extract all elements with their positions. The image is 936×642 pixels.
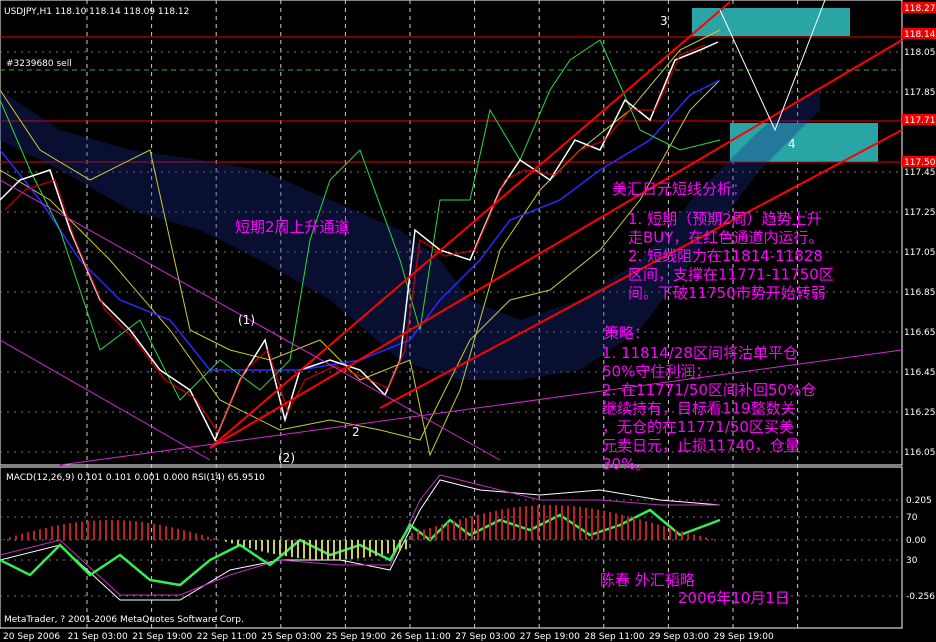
price-label: 116.45 [904,368,936,378]
indicator-label: 0.205 [906,496,932,506]
price-bars [4,44,706,434]
indicator-label: 30 [906,556,918,566]
time-label: 29 Sep 19:00 [714,632,774,642]
price-marker [902,114,936,125]
channel-line [209,1,731,449]
main-frame [0,0,903,466]
price-label: 118.05 [904,48,936,58]
time-label: 27 Sep 19:00 [520,632,580,642]
band [0,29,721,457]
trendlines [0,179,903,466]
time-label: 21 Sep 03:00 [68,632,128,642]
order-label: #3239680 sell [6,59,72,69]
price [0,41,719,442]
wave-mark: 4 [788,137,796,151]
indicator-label: 0.00 [906,536,926,546]
time-label: 25 Sep 19:00 [326,632,386,642]
price-label: 117.05 [904,248,936,258]
levels [0,36,902,163]
price-marker [902,2,936,13]
time-label: 20 Sep 2006 [3,632,60,642]
price-label: 116.85 [904,288,936,298]
text-line: 2. 短线阻力在11814-11828 [628,247,823,265]
wave-mark: (1) [238,313,255,327]
lagging-span [0,39,721,401]
trendline [59,349,903,466]
macd-line [0,474,720,596]
channel-label: 短期2周上升通道 [235,218,350,236]
wave-mark: (2) [278,451,295,465]
price-label: 116.65 [904,328,936,338]
text-line: 间。下破11750市势开始转弱 [628,284,826,302]
symbol-header: USDJPY,H1 118.10 118.14 118.09 118.12 [4,7,189,17]
time-label: 29 Sep 03:00 [649,632,709,642]
analysis-title: 美汇日元短线分析： [612,180,747,198]
wave-mark: 2 [352,425,360,439]
cloud [0,85,820,380]
indicator-label: 70 [906,513,918,523]
time-label: 22 Sep 11:00 [197,632,257,642]
price-label: 116.25 [904,408,936,418]
wave-mark: 3 [660,14,668,28]
time-label: 27 Sep 03:00 [455,632,515,642]
date: 2006年10月1日 [678,589,790,607]
text-line: 1. 11814/28区间将沽单平仓 [602,344,798,362]
indicator-label: -0.256 [906,592,935,602]
trendline [0,179,501,461]
price-label: 117.45 [904,168,936,178]
projection [719,0,826,132]
channel-line [379,129,903,409]
text-line: ，无仓的在11771/50区买美 [602,418,794,436]
price-label: 117.71 [904,116,936,126]
copyright: MetaTrader, ? 2001-2006 MetaQuotes Softw… [4,615,244,625]
author: 陈春 外汇韬略 [600,571,695,589]
time-label: 28 Sep 11:00 [584,632,644,642]
price-label: 117.50 [904,158,936,168]
band [0,79,721,441]
price-label: 117.25 [904,208,936,218]
axes: 20 Sep 2006 21 Sep 03:00 21 Sep 19:00 22 Se… [3,2,936,642]
trendline [0,339,211,461]
text-line: 2. 在11771/50区间补回50%仓 [602,381,816,399]
text-line: 区间，支撑在11771-11750区 [628,266,834,284]
macd-histogram [3,505,719,560]
text-line: 50%守住利润； [602,363,710,381]
time-label: 26 Sep 11:00 [391,632,451,642]
indicator-frame [0,466,903,629]
price-marker [902,28,936,39]
text-line: 走BUY，在红色通道内运行。 [628,229,823,247]
channel [209,1,903,449]
time-label: 25 Sep 03:00 [261,632,321,642]
price-marker [902,156,936,167]
price-label: 117.85 [904,88,936,98]
indicator-header: MACD(12,26,9) 0.101 0.101 0.001 0.000 RS… [6,473,265,483]
channel-line [209,39,903,449]
macd-signal [0,479,721,601]
text-line: 继续持有，目标看119整数关 [602,400,796,418]
price-label: 118.27 [904,4,936,14]
kijun [0,79,721,371]
text-line: 30%。 [602,455,650,473]
time-label: 21 Sep 19:00 [132,632,192,642]
price-label: 116.05 [904,448,936,458]
strategy-title: 策略： [604,324,649,342]
text-line: 1. 短期（预期2周）趋势上升 [628,210,822,228]
price-label: 118.14 [904,30,936,40]
text-line: 元卖日元，止损11740，仓量 [602,437,800,455]
